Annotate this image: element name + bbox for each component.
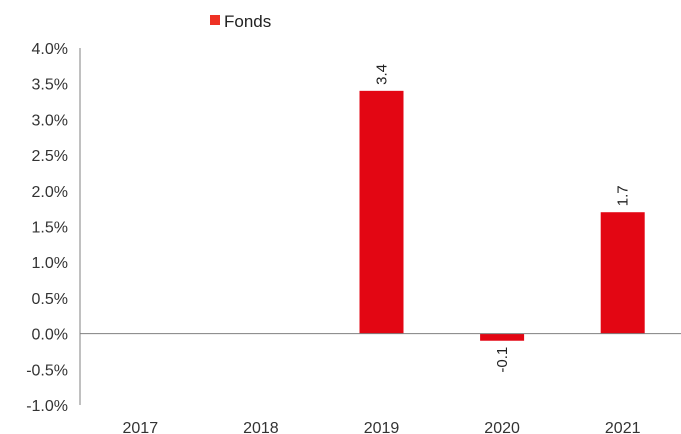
data-label-2021: 1.7 bbox=[615, 185, 632, 206]
y-tick-label: 3.5% bbox=[32, 77, 68, 94]
y-tick-label: 2.0% bbox=[32, 184, 68, 201]
x-tick-label: 2019 bbox=[364, 420, 400, 434]
data-label-2020: -0.1 bbox=[494, 347, 511, 373]
x-tick-label: 2018 bbox=[243, 420, 279, 434]
y-tick-label: 1.0% bbox=[32, 255, 68, 272]
legend-swatch-fonds bbox=[210, 15, 220, 25]
data-label-2019: 3.4 bbox=[374, 64, 391, 85]
legend: Fonds bbox=[210, 12, 271, 31]
bar-2019 bbox=[359, 90, 404, 334]
y-tick-label: 3.0% bbox=[32, 112, 68, 129]
bar-2020 bbox=[480, 333, 525, 341]
bar-2021 bbox=[600, 212, 645, 334]
y-tick-label: 0.0% bbox=[32, 327, 68, 344]
y-tick-label: 0.5% bbox=[32, 291, 68, 308]
axes bbox=[79, 48, 681, 405]
x-tick-label: 2017 bbox=[123, 420, 159, 434]
bars bbox=[359, 90, 645, 341]
x-tick-label: 2020 bbox=[484, 420, 520, 434]
y-tick-label: 4.0% bbox=[32, 41, 68, 58]
x-axis-tick-labels: 2017 2018 2019 2020 2021 bbox=[123, 420, 641, 434]
y-tick-label: -0.5% bbox=[26, 362, 68, 379]
legend-label-fonds: Fonds bbox=[224, 12, 271, 31]
y-tick-label: 2.5% bbox=[32, 148, 68, 165]
x-tick-label: 2021 bbox=[605, 420, 641, 434]
y-axis-tick-labels: -1.0% -0.5% 0.0% 0.5% 1.0% 1.5% 2.0% 2.5% 3.0% 3.… bbox=[26, 41, 68, 415]
y-tick-label: 1.5% bbox=[32, 220, 68, 237]
data-labels: 3.4 -0.1 1.7 bbox=[374, 64, 632, 373]
y-tick-label: -1.0% bbox=[26, 398, 68, 415]
